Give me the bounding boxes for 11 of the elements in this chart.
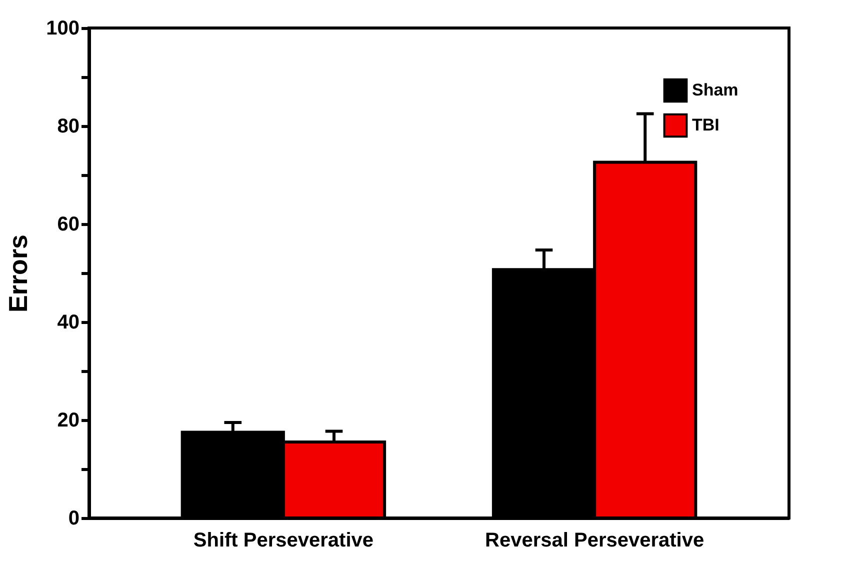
y-tick-label: 20: [57, 410, 80, 432]
x-tick-label: Reversal Perseverative: [485, 530, 704, 552]
y-tick-label: 0: [68, 508, 80, 530]
y-tick-label: 100: [46, 18, 80, 40]
y-tick-label: 40: [57, 312, 80, 334]
x-tick-label: Shift Perseverative: [193, 530, 374, 552]
legend-label: TBI: [692, 116, 720, 134]
y-tick-label: 60: [57, 214, 80, 236]
y-tick-label: 80: [57, 116, 80, 138]
y-axis-title: Errors: [3, 234, 34, 313]
legend-label: Sham: [692, 80, 738, 100]
